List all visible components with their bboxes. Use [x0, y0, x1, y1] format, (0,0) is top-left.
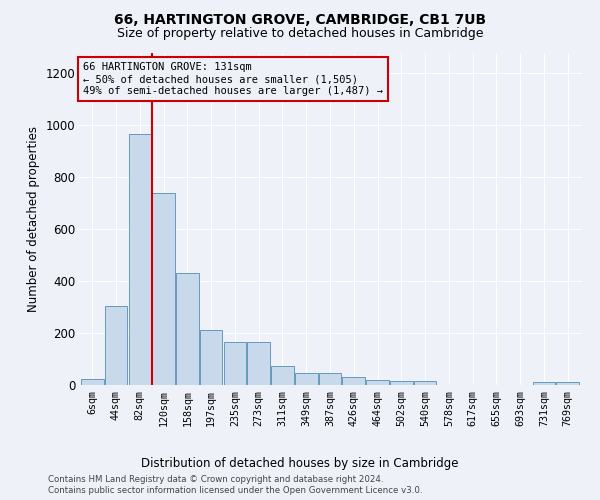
Text: 66 HARTINGTON GROVE: 131sqm
← 50% of detached houses are smaller (1,505)
49% of : 66 HARTINGTON GROVE: 131sqm ← 50% of det… [83, 62, 383, 96]
Bar [319, 372, 341, 385]
Bar [414, 381, 436, 385]
Text: 66, HARTINGTON GROVE, CAMBRIDGE, CB1 7UB: 66, HARTINGTON GROVE, CAMBRIDGE, CB1 7UB [114, 12, 486, 26]
Bar [366, 380, 389, 385]
Bar [81, 378, 104, 385]
Bar [200, 330, 223, 385]
Bar [224, 342, 246, 385]
Text: Contains public sector information licensed under the Open Government Licence v3: Contains public sector information licen… [48, 486, 422, 495]
Bar [105, 306, 127, 385]
Y-axis label: Number of detached properties: Number of detached properties [27, 126, 40, 312]
Bar [128, 134, 151, 385]
Text: Size of property relative to detached houses in Cambridge: Size of property relative to detached ho… [117, 28, 483, 40]
Bar [271, 366, 294, 385]
Bar [176, 274, 199, 385]
Text: Contains HM Land Registry data © Crown copyright and database right 2024.: Contains HM Land Registry data © Crown c… [48, 475, 383, 484]
Bar [295, 372, 317, 385]
Bar [556, 382, 579, 385]
Bar [247, 342, 270, 385]
Bar [390, 381, 413, 385]
Bar [152, 193, 175, 385]
Bar [343, 377, 365, 385]
Bar [533, 382, 555, 385]
Text: Distribution of detached houses by size in Cambridge: Distribution of detached houses by size … [141, 457, 459, 470]
